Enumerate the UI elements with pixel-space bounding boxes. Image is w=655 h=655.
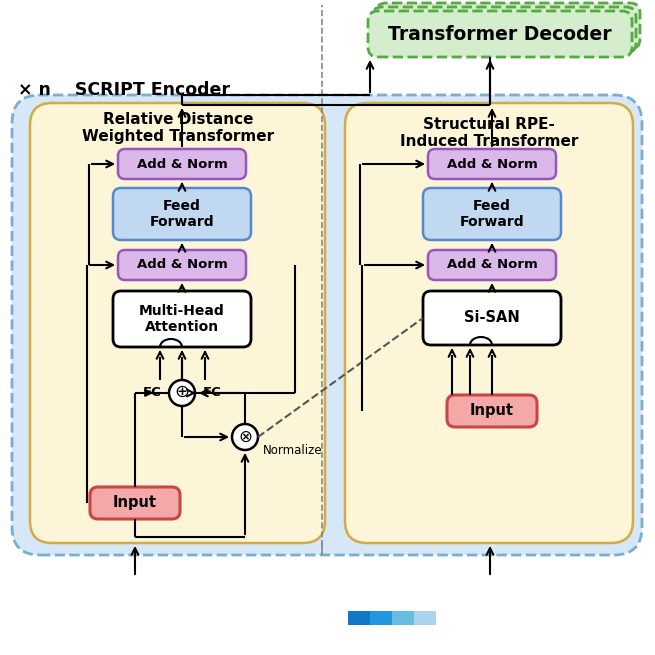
Text: Input: Input xyxy=(470,403,514,419)
FancyBboxPatch shape xyxy=(428,250,556,280)
FancyBboxPatch shape xyxy=(376,3,640,49)
FancyBboxPatch shape xyxy=(423,188,561,240)
FancyBboxPatch shape xyxy=(423,291,561,345)
Text: × n    SCRIPT Encoder: × n SCRIPT Encoder xyxy=(18,81,230,99)
Text: Normalize: Normalize xyxy=(263,445,323,457)
Circle shape xyxy=(169,380,195,406)
Circle shape xyxy=(232,424,258,450)
FancyBboxPatch shape xyxy=(113,188,251,240)
Text: Relative Distance
Weighted Transformer: Relative Distance Weighted Transformer xyxy=(82,112,274,144)
Text: Feed
Forward: Feed Forward xyxy=(460,199,524,229)
Bar xyxy=(392,611,414,625)
Text: Multi-Head
Attention: Multi-Head Attention xyxy=(139,304,225,334)
Text: Add & Norm: Add & Norm xyxy=(137,259,227,272)
Bar xyxy=(414,611,436,625)
Text: $\oplus$: $\oplus$ xyxy=(174,383,190,401)
Text: Feed
Forward: Feed Forward xyxy=(150,199,214,229)
FancyBboxPatch shape xyxy=(90,487,180,519)
FancyBboxPatch shape xyxy=(345,103,633,543)
Text: Add & Norm: Add & Norm xyxy=(137,157,227,170)
Text: FC: FC xyxy=(143,386,161,400)
Text: Add & Norm: Add & Norm xyxy=(447,259,537,272)
FancyBboxPatch shape xyxy=(428,149,556,179)
Text: Si-SAN: Si-SAN xyxy=(464,310,520,326)
Text: Add & Norm: Add & Norm xyxy=(447,157,537,170)
FancyBboxPatch shape xyxy=(118,149,246,179)
Text: FC: FC xyxy=(202,386,221,398)
Bar xyxy=(348,611,370,625)
FancyBboxPatch shape xyxy=(368,11,632,57)
FancyBboxPatch shape xyxy=(118,250,246,280)
FancyBboxPatch shape xyxy=(30,103,325,543)
Text: $\otimes$: $\otimes$ xyxy=(238,428,252,446)
FancyBboxPatch shape xyxy=(12,95,642,555)
FancyBboxPatch shape xyxy=(372,7,636,53)
Text: Transformer Decoder: Transformer Decoder xyxy=(388,24,612,43)
Text: Input: Input xyxy=(113,495,157,510)
Text: Structural RPE-
Induced Transformer: Structural RPE- Induced Transformer xyxy=(400,117,578,149)
Bar xyxy=(370,611,392,625)
FancyBboxPatch shape xyxy=(113,291,251,347)
FancyBboxPatch shape xyxy=(447,395,537,427)
